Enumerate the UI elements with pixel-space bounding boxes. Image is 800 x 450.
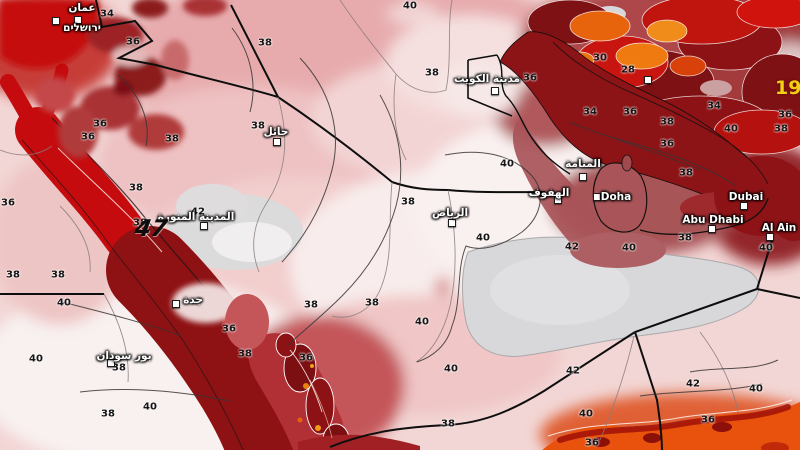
contour-label-36: 36 <box>93 118 107 130</box>
contour-label-38: 38 <box>112 362 126 374</box>
contour-label-36: 36 <box>660 138 674 150</box>
persian-gulf <box>499 31 800 268</box>
city-label: Doha <box>600 191 632 203</box>
city-label: حائل <box>263 126 289 138</box>
contour-label-38: 38 <box>774 123 788 135</box>
contour-label-40: 40 <box>444 363 458 375</box>
contour-label-38: 38 <box>251 120 265 132</box>
contour-label-40: 40 <box>57 297 71 309</box>
contour-label-36: 36 <box>778 109 792 121</box>
max-temp-annotation: 47 <box>132 216 170 242</box>
contour-label-42: 42 <box>191 206 205 218</box>
contour-label-34: 34 <box>707 100 721 112</box>
city-label: ירושלים <box>63 22 101 34</box>
contour-label-28: 28 <box>621 64 635 76</box>
city-label: بور سودان <box>96 350 152 362</box>
city-marker <box>708 225 716 233</box>
city-label: عمان <box>68 2 96 14</box>
city-marker <box>740 202 748 210</box>
contour-label-38: 38 <box>101 408 115 420</box>
city-label: المدينة المنورة <box>157 211 235 223</box>
city-marker <box>74 16 82 24</box>
city-marker <box>579 173 587 181</box>
south-coast <box>542 399 800 450</box>
city-marker <box>107 359 115 367</box>
asir-mountains <box>225 294 420 450</box>
contour-label-38: 38 <box>238 348 252 360</box>
contour-label-34: 34 <box>100 8 114 20</box>
contour-label-36: 36 <box>1 197 15 209</box>
contour-label-38: 38 <box>678 232 692 244</box>
city-label: جدة <box>183 294 203 306</box>
city-label: الرياض <box>431 207 469 219</box>
contour-label-40: 40 <box>622 242 636 254</box>
contour-label-42: 42 <box>566 365 580 377</box>
city-marker <box>172 300 180 308</box>
contour-label-30: 30 <box>593 52 607 64</box>
contour-label-40: 40 <box>579 408 593 420</box>
contour-label-38: 38 <box>51 269 65 281</box>
contour-label-40: 40 <box>29 353 43 365</box>
contour-label-40: 40 <box>415 316 429 328</box>
contour-label-40: 40 <box>500 158 514 170</box>
city-label: الهفوف <box>528 187 570 199</box>
contour-label-40: 40 <box>143 401 157 413</box>
city-marker <box>491 87 499 95</box>
city-label: Al Ain <box>761 222 797 234</box>
city-marker <box>593 193 601 201</box>
contour-label-36: 36 <box>81 131 95 143</box>
contour-label-42: 42 <box>686 378 700 390</box>
city-label: المنامة <box>565 158 601 170</box>
contour-label-40: 40 <box>749 383 763 395</box>
contour-label-40: 40 <box>759 242 773 254</box>
city-marker <box>200 222 208 230</box>
contour-label-36: 36 <box>222 323 236 335</box>
contour-label-36: 36 <box>523 72 537 84</box>
contour-label-40: 40 <box>403 0 417 12</box>
city-label: مدينة الكويت <box>453 73 521 85</box>
contour-label-38: 38 <box>133 217 147 229</box>
contour-label-38: 38 <box>6 269 20 281</box>
contour-label-36: 36 <box>701 414 715 426</box>
contour-label-38: 38 <box>129 182 143 194</box>
contour-lines <box>61 27 779 402</box>
admin-borders <box>0 0 739 441</box>
corner-value: 19 <box>775 77 800 99</box>
contour-label-38: 38 <box>401 196 415 208</box>
contour-label-38: 38 <box>441 418 455 430</box>
city-marker <box>52 17 60 25</box>
city-marker <box>554 196 562 204</box>
city-marker <box>273 138 281 146</box>
contour-label-34: 34 <box>583 106 597 118</box>
contour-label-36: 36 <box>623 106 637 118</box>
city-label: Dubai <box>728 191 764 203</box>
contour-label-38: 38 <box>258 37 272 49</box>
contour-label-40: 40 <box>476 232 490 244</box>
contour-label-38: 38 <box>165 133 179 145</box>
contour-label-38: 38 <box>660 116 674 128</box>
contour-label-38: 38 <box>679 167 693 179</box>
city-marker <box>448 219 456 227</box>
city-marker <box>644 76 652 84</box>
contour-label-36: 36 <box>585 437 599 449</box>
contour-label-36: 36 <box>299 352 313 364</box>
contour-label-42: 42 <box>565 241 579 253</box>
contour-label-38: 38 <box>304 299 318 311</box>
contour-label-40: 40 <box>724 123 738 135</box>
contour-label-38: 38 <box>425 67 439 79</box>
contour-label-36: 36 <box>126 36 140 48</box>
city-marker <box>766 233 774 241</box>
contour-label-38: 38 <box>365 297 379 309</box>
city-label: Abu Dhabi <box>682 214 744 226</box>
